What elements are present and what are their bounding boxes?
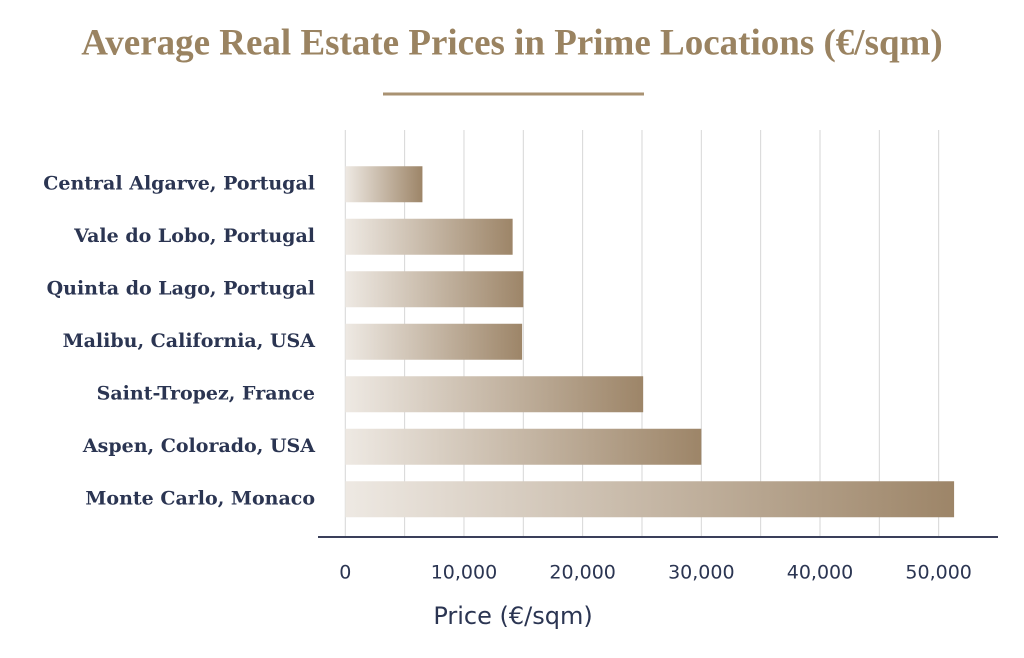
x-tick-label: 20,000 — [549, 562, 615, 584]
x-axis-title: Price (€/sqm) — [433, 602, 592, 630]
x-tick-label: 10,000 — [431, 562, 497, 584]
y-tick-label: Vale do Lobo, Portugal — [73, 225, 315, 247]
y-tick-label: Monte Carlo, Monaco — [85, 487, 315, 509]
y-tick-label: Aspen, Colorado, USA — [82, 435, 315, 457]
x-tick-label: 0 — [339, 562, 351, 584]
bar — [345, 271, 524, 308]
bar — [345, 218, 513, 255]
x-tick-label: 30,000 — [668, 562, 734, 584]
bar — [345, 481, 955, 518]
y-tick-label: Saint-Tropez, France — [97, 382, 315, 404]
x-tick-label: 40,000 — [787, 562, 853, 584]
chart-title: Average Real Estate Prices in Prime Loca… — [81, 22, 942, 63]
y-tick-label: Quinta do Lago, Portugal — [47, 277, 315, 299]
bar — [345, 323, 523, 360]
bar — [345, 376, 644, 413]
y-tick-label: Central Algarve, Portugal — [43, 172, 315, 194]
bar — [345, 428, 702, 465]
x-tick-label: 50,000 — [905, 562, 971, 584]
bar — [345, 166, 423, 203]
y-tick-label: Malibu, California, USA — [63, 330, 316, 352]
